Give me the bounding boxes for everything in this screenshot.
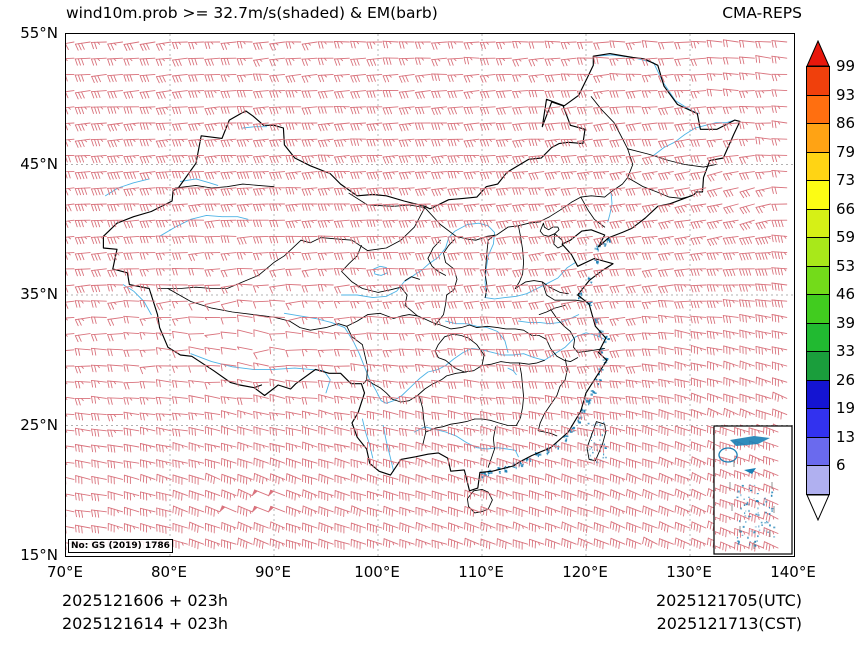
- colorbar-band: [806, 180, 830, 210]
- colorbar-tick-label: 19: [836, 399, 856, 418]
- colorbar-tick-label: 79: [836, 142, 856, 161]
- colorbar-band: [806, 322, 830, 353]
- map-gridlines: [66, 34, 794, 556]
- model-label: CMA-REPS: [722, 4, 802, 22]
- footer-valid-cst: 2025121713(CST): [656, 614, 802, 633]
- map-rivers: [105, 54, 736, 472]
- colorbar-band: [806, 237, 830, 267]
- colorbar-tick-label: 93: [836, 85, 856, 104]
- colorbar-band: [806, 94, 830, 125]
- footer-init-utc: 2025121606 + 023h: [62, 591, 229, 610]
- colorbar-band: [806, 408, 830, 438]
- colorbar-band: [806, 265, 830, 296]
- colorbar-tick-label: 59: [836, 228, 856, 247]
- footer-init-cst: 2025121614 + 023h: [62, 614, 229, 633]
- colorbar-band: [806, 123, 830, 153]
- footer-valid-utc: 2025121705(UTC): [656, 591, 802, 610]
- colorbar-tick-label: 33: [836, 342, 856, 361]
- wind-barbs: [66, 39, 788, 550]
- south-china-sea-inset: [713, 425, 793, 555]
- colorbar-band: [806, 66, 830, 96]
- colorbar-band: [806, 294, 830, 324]
- map-svg: [66, 34, 794, 556]
- lon-tick-label: 80°E: [150, 563, 188, 581]
- lon-tick-label: 100°E: [354, 563, 400, 581]
- map-watermark: No: GS (2019) 1786: [68, 539, 173, 553]
- colorbar-tick-label: 99: [836, 57, 856, 75]
- colorbar-tick-label: 46: [836, 285, 856, 304]
- colorbar[interactable]: 99 93 86 79 73 66 59 53 46 39 33 26 19 13 6: [806, 40, 855, 521]
- lat-tick-label: 15°N: [20, 546, 58, 564]
- latitude-axis: 15°N 25°N 35°N 45°N 55°N: [0, 0, 58, 647]
- colorbar-band: [806, 436, 830, 467]
- colorbar-tick-label: 39: [836, 313, 856, 332]
- map-plot-area[interactable]: No: GS (2019) 1786: [65, 33, 795, 557]
- colorbar-tick-label: 66: [836, 199, 856, 218]
- chart-title: wind10m.prob >= 32.7m/s(shaded) & EM(bar…: [66, 4, 438, 22]
- lat-tick-label: 35°N: [20, 285, 58, 303]
- colorbar-tick-label: 6: [836, 456, 846, 475]
- lat-tick-label: 55°N: [20, 24, 58, 42]
- colorbar-tick-label: 13: [836, 427, 856, 446]
- colorbar-tick-label: 86: [836, 114, 856, 133]
- china-national-border: [102, 53, 741, 492]
- lon-tick-label: 120°E: [562, 563, 608, 581]
- colorbar-band: [806, 208, 830, 239]
- lon-tick-label: 140°E: [770, 563, 816, 581]
- colorbar-tick-label: 26: [836, 370, 856, 389]
- lon-tick-label: 130°E: [666, 563, 712, 581]
- colorbar-tick-label: 73: [836, 171, 856, 190]
- lon-tick-label: 70°E: [46, 563, 84, 581]
- colorbar-under-arrow: [806, 494, 830, 521]
- lon-tick-label: 110°E: [458, 563, 504, 581]
- colorbar-band: [806, 379, 830, 410]
- map-coastline-detail: [480, 237, 612, 479]
- colorbar-band: [806, 351, 830, 381]
- colorbar-band: [806, 151, 830, 182]
- colorbar-tick-label: 53: [836, 256, 856, 275]
- colorbar-band: [806, 465, 830, 495]
- lon-tick-label: 90°E: [254, 563, 292, 581]
- lat-tick-label: 45°N: [20, 154, 58, 173]
- colorbar-over-arrow: [806, 40, 830, 67]
- lat-tick-label: 25°N: [20, 415, 58, 434]
